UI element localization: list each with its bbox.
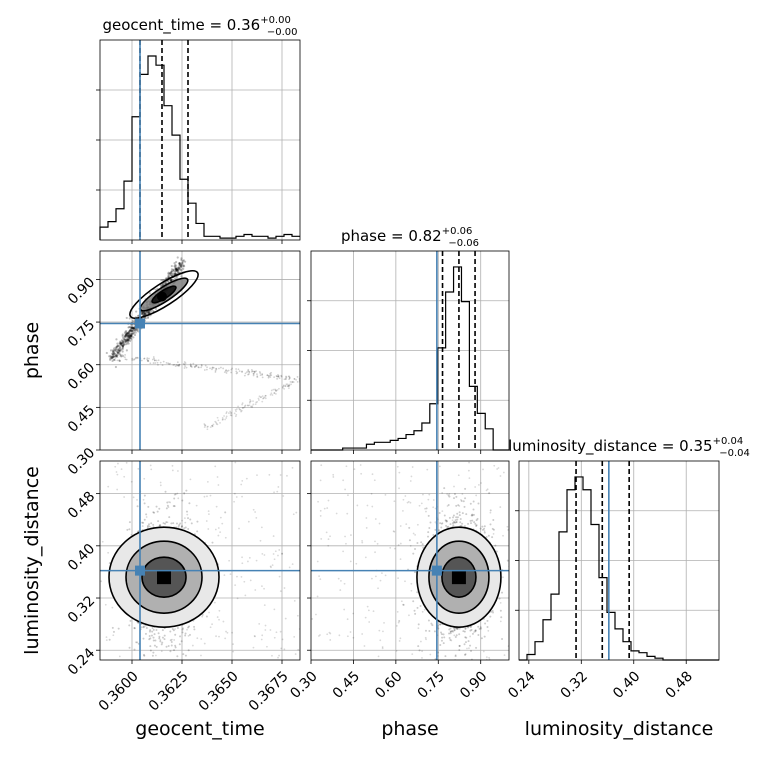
summary-minus: −0.04 <box>719 448 750 459</box>
scatter-density <box>100 461 300 659</box>
x-tick-label: 0.3625 <box>146 668 192 714</box>
contours <box>416 526 502 628</box>
summary-value: phase = 0.82 <box>341 227 442 245</box>
contours <box>129 270 199 319</box>
panel-geocent_time-vs-phase: 0.30 0.45 0.60 0.75 0.90 <box>65 250 301 478</box>
y-tick-label: 0.45 <box>65 402 98 435</box>
summary-value: luminosity_distance = 0.35 <box>508 437 712 456</box>
summary-title-phase: phase = 0.82+0.06 −0.06 <box>341 226 479 249</box>
summary-value: geocent_time = 0.36 <box>103 16 261 35</box>
summary-minus: −0.00 <box>267 27 298 38</box>
y-tick-label: 0.32 <box>65 593 98 626</box>
diag-luminosity_distance-frame <box>518 460 720 661</box>
diag-panel-luminosity_distance: 0.24 0.32 0.40 0.48 luminosity_distance = 0.… <box>505 436 750 702</box>
scatter-points <box>105 256 300 431</box>
panel-frame <box>99 250 301 451</box>
x-axis-label-geocent_time: geocent_time <box>135 718 264 740</box>
grid <box>100 251 300 450</box>
diag-panel-phase: phase = 0.82+0.06 −0.06 <box>307 226 510 454</box>
histogram-phase <box>311 266 509 451</box>
panel-frame <box>310 460 510 661</box>
x-tick-label: 0.90 <box>457 668 490 701</box>
summary-plus: +0.04 <box>713 436 744 447</box>
summary-plus: +0.00 <box>260 15 291 26</box>
scatter-density <box>105 256 300 431</box>
summary-title-luminosity_distance: luminosity_distance = 0.35+0.04 −0.04 <box>508 436 750 459</box>
x-tick-label: 0.40 <box>610 668 643 701</box>
truth-marker <box>431 565 442 576</box>
x-tick-label: 0.3675 <box>246 668 292 714</box>
x-tick-label: 0.24 <box>505 668 538 701</box>
diag-phase-frame <box>310 250 510 451</box>
contours <box>108 526 220 628</box>
y-axis-label-phase: phase <box>21 322 43 379</box>
x-axis-label-phase: phase <box>381 718 438 740</box>
grid <box>519 461 719 660</box>
x-axis-label-luminosity_distance: luminosity_distance <box>525 718 714 740</box>
grid <box>100 40 300 240</box>
summary-plus: +0.06 <box>442 226 473 237</box>
scatter-density <box>311 461 509 660</box>
panel-geocent_time-vs-luminosity_distance: 0.3600 0.3625 0.3650 0.3675 0.24 0.32 0.40 0.48 <box>65 460 301 714</box>
x-tick-label: 0.32 <box>558 668 591 701</box>
x-tick-label: 0.3650 <box>196 668 242 714</box>
x-tick-label: 0.30 <box>287 668 320 701</box>
summary-title-geocent_time: geocent_time = 0.36+0.00 −0.00 <box>103 15 298 38</box>
truth-marker <box>135 565 145 576</box>
x-tick-label: 0.45 <box>330 668 363 701</box>
y-tick-label: 0.40 <box>65 541 98 574</box>
y-tick-label: 0.60 <box>65 360 98 393</box>
truth-marker <box>135 318 145 329</box>
y-axis-label-luminosity_distance: luminosity_distance <box>21 466 43 655</box>
grid <box>311 251 509 450</box>
diag-geocent_time-frame <box>99 39 301 241</box>
histogram-luminosity_distance <box>519 476 719 661</box>
y-tick-label: 0.30 <box>65 445 98 478</box>
panel-frame <box>99 460 301 661</box>
y-tick-label: 0.48 <box>65 489 98 522</box>
y-tick-label: 0.75 <box>65 317 98 350</box>
x-tick-label: 0.48 <box>663 668 696 701</box>
summary-minus: −0.06 <box>448 238 479 249</box>
histogram-geocent_time <box>99 55 300 240</box>
diag-panel-geocent_time: geocent_time = 0.36+0.00 −0.00 <box>96 15 301 244</box>
y-tick-label: 0.90 <box>65 274 98 307</box>
x-tick-label: 0.3600 <box>96 668 142 714</box>
panel-phase-vs-luminosity_distance: 0.30 0.45 0.60 0.75 0.90 <box>287 460 510 702</box>
y-tick-label: 0.24 <box>65 645 98 678</box>
x-tick-label: 0.60 <box>372 668 405 701</box>
x-tick-label: 0.75 <box>415 668 448 701</box>
